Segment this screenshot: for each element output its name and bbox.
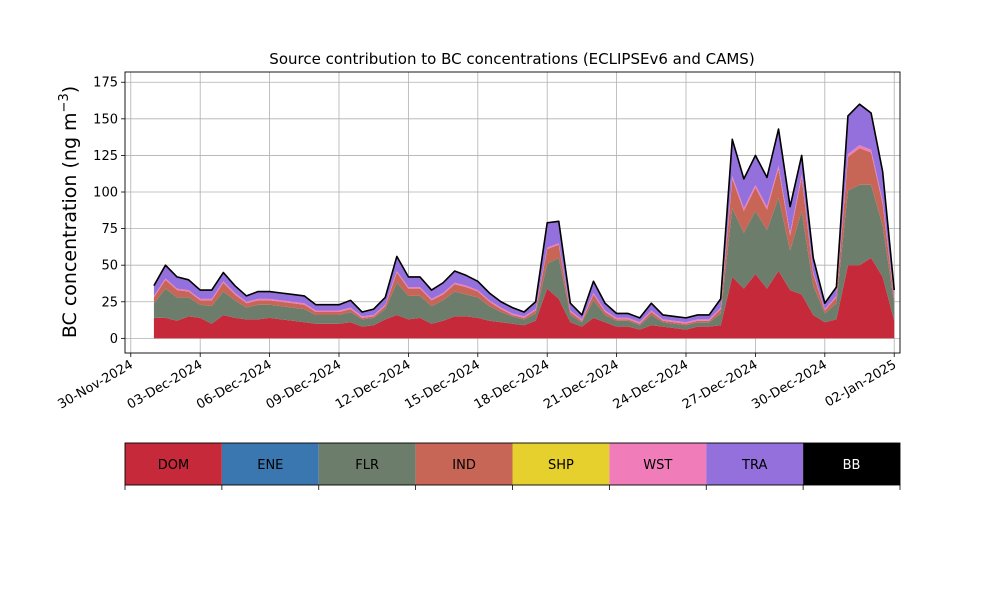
stacked-areas bbox=[153, 104, 895, 339]
y-tick-label: 100 bbox=[93, 186, 118, 201]
y-tick-label: 0 bbox=[110, 332, 118, 347]
total-line bbox=[153, 103, 896, 319]
legend-label-shp: SHP bbox=[548, 458, 574, 473]
y-tick-label: 125 bbox=[93, 149, 118, 164]
x-tick-label: 15-Dec-2024 bbox=[402, 357, 482, 412]
legend-label-bb: BB bbox=[843, 458, 861, 473]
legend: DOM ENE FLR IND SHP WST TRA BB bbox=[124, 442, 901, 490]
x-tick-label: 21-Dec-2024 bbox=[541, 357, 621, 412]
plot-frame bbox=[124, 71, 901, 354]
y-tick-label: 75 bbox=[101, 222, 118, 237]
x-tick-label: 24-Dec-2024 bbox=[611, 357, 691, 412]
legend-swatch-tra bbox=[706, 443, 804, 485]
legend-label-wst: WST bbox=[643, 458, 672, 473]
y-tick-label: 50 bbox=[101, 259, 118, 274]
x-tick-label: 27-Dec-2024 bbox=[680, 357, 760, 412]
legend-swatch-flr bbox=[318, 443, 416, 485]
y-axis-label-close: ) bbox=[59, 86, 81, 93]
legend-label-ind: IND bbox=[452, 458, 476, 473]
legend-label-dom: DOM bbox=[158, 458, 189, 473]
legend-label-tra: TRA bbox=[741, 458, 767, 473]
y-tick-label: 25 bbox=[101, 295, 118, 310]
x-tick-label: 30-Dec-2024 bbox=[749, 357, 829, 412]
legend-swatch-bb bbox=[803, 443, 900, 485]
legend-swatch-ind bbox=[415, 443, 513, 485]
chart-title: Source contribution to BC concentrations… bbox=[269, 50, 754, 68]
x-tick-label: 12-Dec-2024 bbox=[333, 357, 413, 412]
x-tick-label: 03-Dec-2024 bbox=[125, 357, 205, 412]
legend-swatch-dom bbox=[125, 443, 222, 485]
y-axis-label-main: BC concentration (ng m bbox=[59, 112, 81, 338]
x-tick-label: 06-Dec-2024 bbox=[194, 357, 274, 412]
legend-swatch-wst bbox=[609, 443, 707, 485]
y-tick-label: 150 bbox=[93, 112, 118, 127]
x-tick-label: 18-Dec-2024 bbox=[472, 357, 552, 412]
x-tick-label: 30-Nov-2024 bbox=[56, 357, 136, 412]
x-tick-label: 02-Jan-2025 bbox=[823, 357, 900, 410]
legend-label-ene: ENE bbox=[257, 458, 283, 473]
y-axis-label-exponent: −3 bbox=[57, 93, 72, 112]
area-flr bbox=[153, 184, 895, 330]
y-axis-label: BC concentration (ng m−3) bbox=[57, 86, 81, 338]
total-outline bbox=[153, 103, 896, 319]
legend-swatch-ene bbox=[221, 443, 319, 485]
y-tick-label: 175 bbox=[93, 76, 118, 91]
area-dom bbox=[153, 257, 895, 339]
x-tick-label: 09-Dec-2024 bbox=[264, 357, 344, 412]
legend-label-flr: FLR bbox=[355, 458, 379, 473]
legend-swatch-shp bbox=[512, 443, 610, 485]
